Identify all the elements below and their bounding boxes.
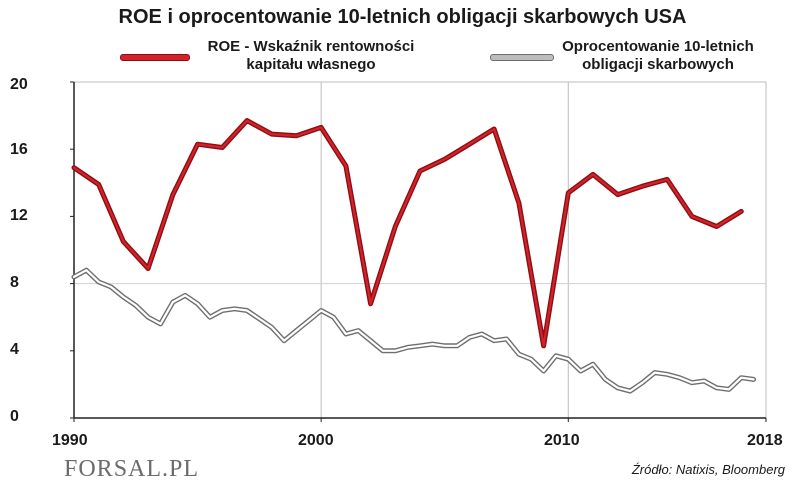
x-tick-label: 2018	[747, 432, 783, 449]
series-line-bond-yield-outline	[71, 267, 757, 394]
series-line-bond-yield	[72, 269, 755, 393]
legend-label-roe: ROE - Wskaźnik rentowności kapitału włas…	[207, 38, 415, 73]
y-tick-label: 20	[10, 76, 28, 93]
x-tick-label: 2000	[298, 432, 334, 449]
chart-title: ROE i oprocentowanie 10-letnich obligacj…	[118, 6, 687, 28]
forsal-logo: FORSAL.PL	[64, 456, 200, 482]
legend-swatch-bonds	[490, 54, 554, 61]
legend-swatch-roe	[120, 54, 190, 61]
x-tick-label: 1990	[52, 432, 88, 449]
legend-label-bonds: Oprocentowanie 10-letnich obligacji skar…	[562, 38, 754, 73]
y-tick-label: 12	[10, 207, 28, 224]
y-tick-label: 16	[10, 141, 28, 158]
y-tick-label: 8	[10, 274, 19, 291]
series-line-roe-outline	[71, 118, 744, 349]
y-tick-label: 4	[10, 341, 19, 358]
y-tick-label: 0	[10, 408, 19, 425]
source-note: Źródło: Natixis, Bloomberg	[631, 462, 785, 477]
plot-frame	[73, 81, 767, 419]
series-line-roe	[72, 119, 743, 347]
x-tick-label: 2010	[544, 432, 580, 449]
